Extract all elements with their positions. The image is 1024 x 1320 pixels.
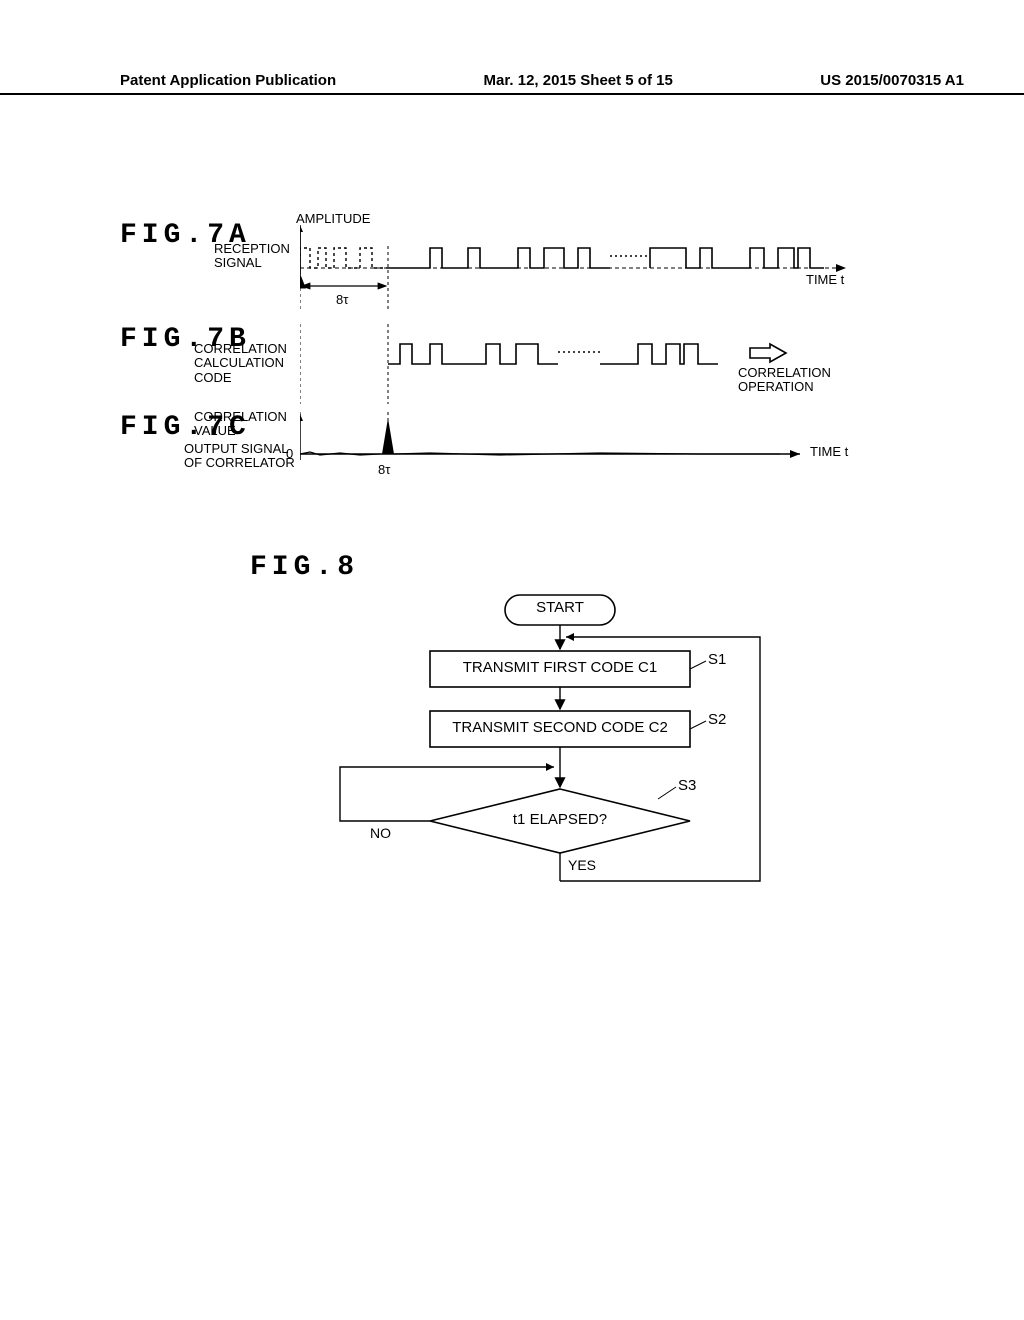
fig8-title: FIG.8 [250, 552, 904, 583]
fig7a-row2: SIGNAL [214, 255, 262, 270]
fig7c-span: 8τ [378, 462, 390, 477]
fig7c-plot [300, 412, 860, 492]
fig7c-yl1: CORRELATION [194, 409, 287, 424]
fig8-no: NO [370, 825, 391, 841]
fig8-s2-tag: S2 [708, 711, 726, 728]
fig8-s3-tag: S3 [678, 777, 696, 794]
fig7b-corr2: OPERATION [738, 379, 814, 394]
fig8-yes: YES [568, 857, 596, 873]
header-right: US 2015/0070315 A1 [820, 72, 964, 89]
page-header: Patent Application Publication Mar. 12, … [0, 72, 1024, 95]
fig7c-row1: OUTPUT SIGNAL [184, 441, 289, 456]
fig7c-yl2: VALUE [194, 423, 236, 438]
content: FIG.7A AMPLITUDE RECEPTION SIGNAL [120, 220, 904, 911]
fig7c-row2: OF CORRELATOR [184, 455, 295, 470]
header-left: Patent Application Publication [120, 72, 336, 89]
fig7a-plot [300, 220, 860, 320]
fig8-s3-box: t1 ELAPSED? [500, 811, 620, 828]
fig8-start: START [505, 599, 615, 616]
header-center: Mar. 12, 2015 Sheet 5 of 15 [484, 72, 673, 89]
fig8-s1-box: TRANSMIT FIRST CODE C1 [430, 659, 690, 676]
fig7b-row3: CODE [194, 370, 232, 385]
fig7c-zero: 0 [286, 446, 293, 461]
fig8-s1-tag: S1 [708, 651, 726, 668]
fig8-flowchart [220, 591, 820, 911]
fig7b-corr1: CORRELATION [738, 365, 831, 380]
fig7b-row2: CALCULATION [194, 355, 284, 370]
fig7a-ylabel: AMPLITUDE [296, 212, 370, 226]
fig7b-row1: CORRELATION [194, 341, 287, 356]
fig7c-xlabel: TIME t [810, 444, 848, 459]
fig7a-xlabel: TIME t [806, 272, 844, 287]
fig7a-span: 8τ [336, 292, 348, 307]
fig7a-row1: RECEPTION [214, 241, 290, 256]
fig8-s2-box: TRANSMIT SECOND CODE C2 [430, 719, 690, 736]
